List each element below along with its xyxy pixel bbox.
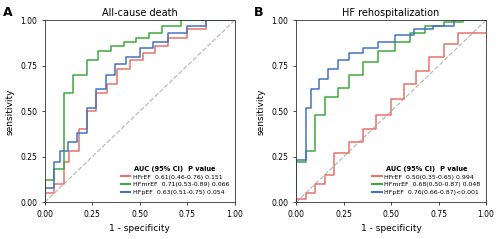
Title: HF rehospitalization: HF rehospitalization [342, 8, 440, 18]
Text: B: B [254, 6, 264, 19]
Title: All-cause death: All-cause death [102, 8, 178, 18]
Legend: HFrEF  0.50(0.35-0.65) 0.994, HFmrEF  0.68(0.50-0.87) 0.048, HFpEF  0.76(0.66-0.: HFrEF 0.50(0.35-0.65) 0.994, HFmrEF 0.68… [370, 164, 483, 197]
X-axis label: 1 - specificity: 1 - specificity [360, 224, 422, 234]
Y-axis label: sensitivity: sensitivity [257, 88, 266, 135]
Y-axis label: sensitivity: sensitivity [6, 88, 15, 135]
X-axis label: 1 - specificity: 1 - specificity [109, 224, 170, 234]
Text: A: A [3, 6, 13, 19]
Legend: HFrEF  0.61(0.46-0.76) 0.151, HFmrEF  0.71(0.53-0.89) 0.066, HFpEF  0.63(0.51-0.: HFrEF 0.61(0.46-0.76) 0.151, HFmrEF 0.71… [118, 164, 232, 197]
